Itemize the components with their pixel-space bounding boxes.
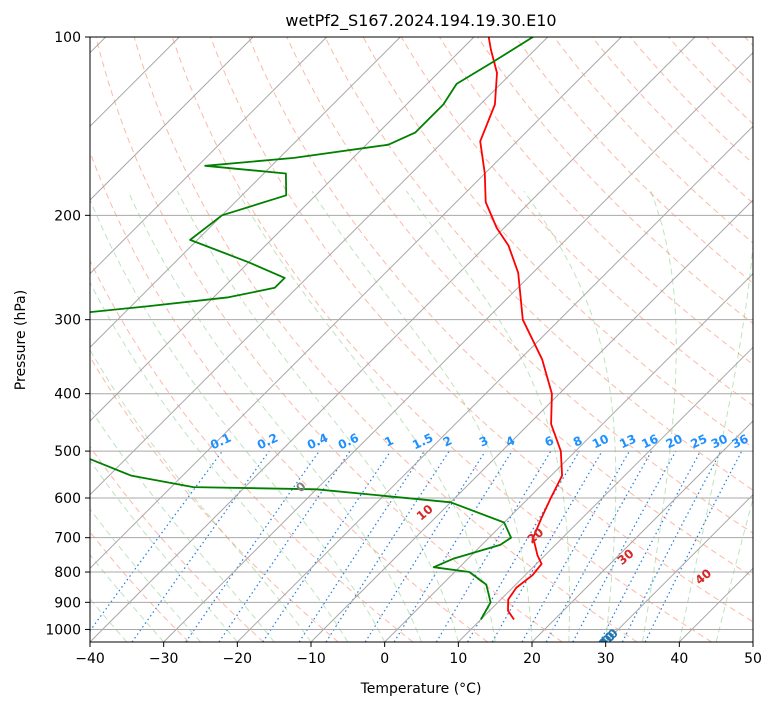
x-tick-label: −30	[149, 651, 179, 667]
x-tick-label: 0	[380, 651, 389, 667]
mixing-ratio-line	[131, 450, 270, 642]
isotherm-line	[90, 37, 696, 642]
moist-adiabat-line	[90, 598, 128, 642]
dry-adiabat-line	[591, 37, 753, 204]
y-tick-label: 800	[54, 565, 81, 581]
y-tick-label: 1000	[45, 622, 81, 638]
dry-adiabat-line	[248, 37, 753, 578]
x-tick-label: 20	[523, 651, 541, 667]
x-axis-label: Temperature (°C)	[360, 681, 482, 697]
x-tick-label: −10	[296, 651, 326, 667]
isotherm-line	[384, 272, 753, 642]
isotherm-line	[90, 37, 475, 422]
profiles	[90, 37, 563, 621]
mixing-ratio-label: 20	[664, 432, 685, 452]
mixing-ratio-label: 36	[730, 432, 751, 452]
dry-adiabat-line	[171, 37, 712, 642]
x-tick-label: −20	[223, 651, 253, 667]
mixing-ratio-line	[393, 450, 513, 642]
y-tick-label: 300	[54, 313, 81, 329]
isotherm-line	[236, 125, 753, 642]
profile-line-2	[90, 37, 534, 620]
dry-adiabat-line	[477, 37, 753, 325]
isotherm-line	[90, 37, 622, 570]
dry-adiabat-line	[133, 37, 638, 642]
y-tick-label: 200	[54, 208, 81, 224]
dry-adiabat-line	[90, 445, 264, 642]
mixing-ratio-line	[325, 450, 450, 642]
moist-adiabat-line	[176, 190, 459, 642]
isotherms	[90, 37, 753, 642]
moist-adiabat-line	[405, 190, 570, 642]
mixing-ratio-line	[90, 450, 223, 632]
mixing-ratio-label: 16	[639, 432, 660, 452]
dry-adiabat-line	[210, 37, 753, 623]
isotherm-line	[310, 199, 753, 642]
mixing-ratio-line	[491, 450, 603, 642]
dry-adiabat-line	[90, 259, 414, 642]
mixing-ratio-line	[185, 450, 320, 642]
x-tick-label: 10	[449, 651, 467, 667]
moist-adiabat-line	[127, 190, 422, 642]
x-tick-label: 50	[744, 651, 762, 667]
dry-adiabat-line	[400, 37, 753, 407]
mixing-ratio-line	[572, 450, 677, 642]
dry-adiabat-line	[515, 37, 753, 284]
dry-adiabat-line	[629, 37, 753, 165]
moist-adiabat-line	[523, 190, 617, 642]
moist-adiabats	[90, 190, 753, 642]
y-tick-label: 700	[54, 531, 81, 547]
isotherm-line	[90, 37, 254, 201]
isotherm-line	[163, 51, 753, 642]
isotherm-line	[457, 346, 753, 642]
moist-adiabat-line	[236, 190, 496, 642]
y-tick-label: 100	[54, 30, 81, 46]
moist-adiabat-line	[678, 238, 753, 642]
mixing-ratio-line	[435, 450, 552, 642]
mixing-ratio-line	[298, 450, 425, 642]
plot-area: -100-90-80-70-60-50-40-30-20-100.1 0.2 0.4…	[90, 37, 753, 642]
moist-adiabat-line	[90, 198, 386, 642]
plot-frame	[89, 36, 754, 643]
moist-adiabat-line	[311, 190, 533, 642]
isotherm-line	[90, 37, 549, 496]
mixing-ratio-line	[521, 450, 631, 642]
x-tick-label: 30	[597, 651, 615, 667]
isotherm-line	[605, 493, 753, 642]
isotherm-line	[90, 37, 328, 275]
mixing-ratio-label: 10	[590, 432, 611, 452]
y-axis-label: Pressure (hPa)	[13, 290, 29, 390]
x-axis: −40 −30 −20 −10 0 10 20 30 40 50	[75, 642, 762, 667]
x-tick-label: 40	[670, 651, 688, 667]
moist-adiabat-line	[90, 281, 349, 642]
mixing-ratio-label: 30	[709, 432, 730, 452]
moist-adiabat-line	[90, 508, 201, 642]
y-tick-label: 600	[54, 491, 81, 507]
dry-adiabat-line	[95, 37, 563, 642]
isotherm-line	[90, 37, 401, 349]
x-tick-label: −40	[75, 651, 105, 667]
moist-adiabat-line	[715, 497, 753, 642]
mixing-ratio-label: 13	[617, 432, 638, 452]
moist-adiabat-line	[90, 554, 165, 642]
isobar-gridlines	[90, 37, 753, 630]
y-tick-label: 400	[54, 387, 81, 403]
chart-title: wetPf2_S167.2024.194.19.30.E10	[285, 11, 556, 31]
mixing-ratio-label: 25	[688, 432, 709, 452]
moist-adiabat-line	[642, 190, 677, 642]
dry-adiabat-line	[324, 37, 753, 491]
y-tick-label: 900	[54, 595, 81, 611]
isotherm-line	[531, 420, 753, 642]
profile-line-1	[479, 37, 563, 621]
y-axis: 1000 900 800 700 600 500 400 300 200 100	[45, 30, 90, 638]
mixing-ratio-line	[364, 450, 486, 642]
moist-adiabat-line	[90, 459, 238, 642]
y-tick-label: 500	[54, 444, 81, 460]
